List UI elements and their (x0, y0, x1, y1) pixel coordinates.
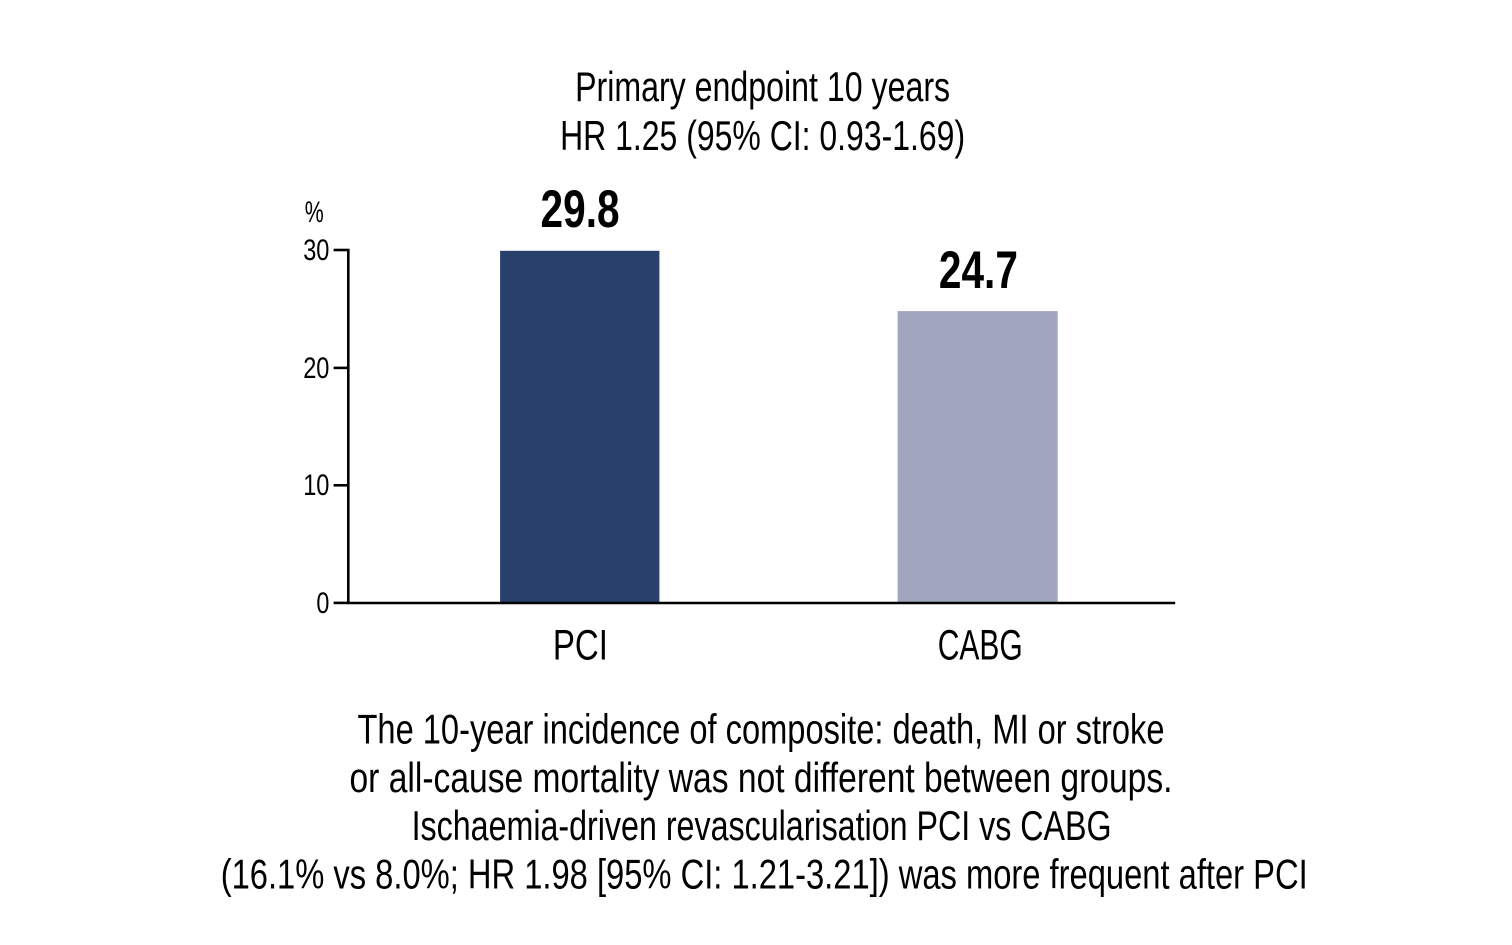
svg-text:30: 30 (303, 234, 329, 267)
svg-text:29.8: 29.8 (541, 180, 620, 239)
svg-text:24.7: 24.7 (939, 241, 1018, 300)
svg-text:The 10-year incidence of compo: The 10-year incidence of composite: deat… (358, 705, 1165, 752)
svg-text:Ischaemia-driven revascularisa: Ischaemia-driven revascularisation PCI v… (412, 802, 1112, 849)
svg-text:%: % (305, 196, 324, 229)
svg-text:10: 10 (303, 469, 329, 502)
svg-text:Primary endpoint 10 years: Primary endpoint 10 years (575, 63, 950, 110)
svg-text:or all-cause mortality was not: or all-cause mortality was not different… (350, 754, 1173, 801)
svg-text:0: 0 (316, 587, 329, 620)
svg-text:(16.1% vs 8.0%; HR 1.98 [95% C: (16.1% vs 8.0%; HR 1.98 [95% CI: 1.21-3.… (221, 851, 1308, 898)
svg-text:CABG: CABG (938, 622, 1023, 669)
svg-text:HR 1.25 (95% CI: 0.93-1.69): HR 1.25 (95% CI: 0.93-1.69) (560, 112, 965, 159)
svg-text:PCI: PCI (553, 622, 608, 669)
svg-text:20: 20 (303, 352, 329, 385)
